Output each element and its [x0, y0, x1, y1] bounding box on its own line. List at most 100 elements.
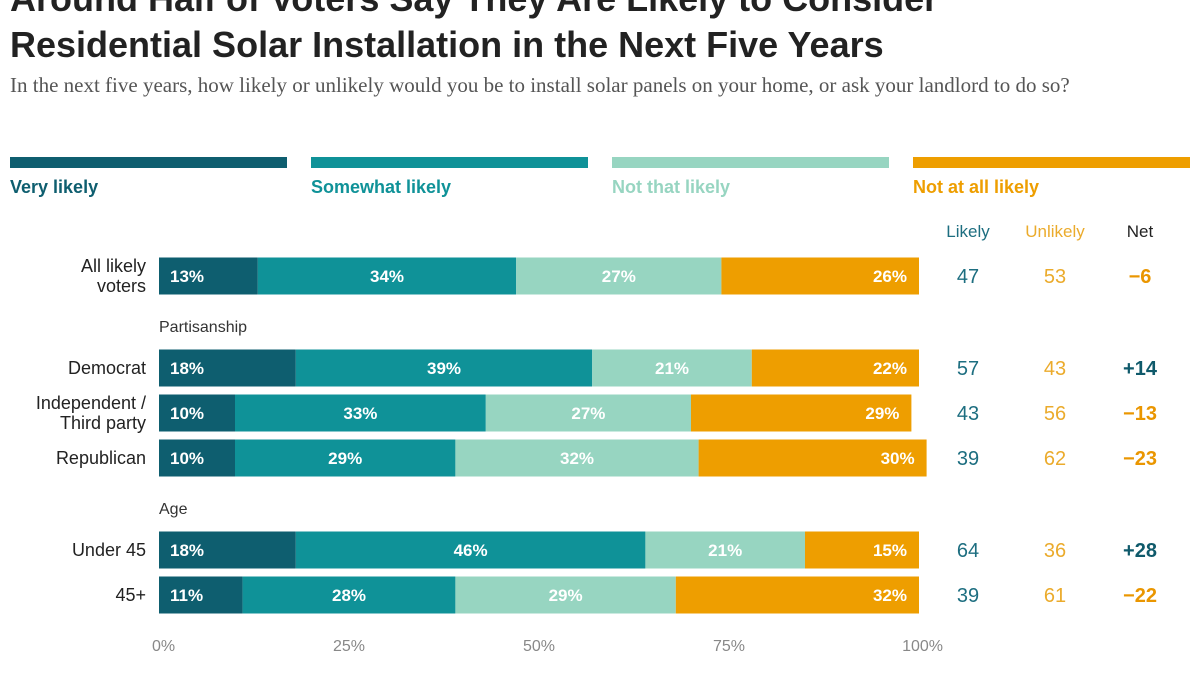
bar-segment-somewhat-likely [257, 257, 517, 295]
bar-segment-very-likely [159, 394, 235, 432]
bar-segment-not-that-likely [455, 576, 676, 614]
legend-label-not-at-all-likely: Not at all likely [913, 177, 1040, 197]
bar-segment-somewhat-likely [295, 531, 646, 569]
row-label: All likely [81, 256, 146, 276]
row-label: Third party [60, 413, 146, 433]
chart-title-line-2: Residential Solar Installation in the Ne… [10, 24, 884, 65]
bar-segment-not-at-all-likely [675, 576, 919, 614]
bar-value-label: 32% [873, 586, 907, 605]
legend-label-somewhat-likely: Somewhat likely [311, 177, 452, 197]
chart-title: Around Half of Voters Say They Are Likel… [10, 0, 1190, 68]
likely-value: 64 [957, 540, 979, 562]
bar-segment-very-likely [159, 349, 296, 387]
row-label: 45+ [115, 585, 146, 605]
bar-segment-very-likely [159, 531, 296, 569]
x-tick-label: 50% [523, 638, 555, 655]
bar-segment-not-at-all-likely [751, 349, 919, 387]
chart-title-line-1: Around Half of Voters Say They Are Likel… [10, 0, 938, 19]
net-value: +14 [1123, 358, 1158, 380]
unlikely-value: 43 [1044, 358, 1066, 380]
bar-value-label: 27% [571, 404, 605, 423]
bar-value-label: 15% [873, 541, 907, 560]
legend-label-very-likely: Very likely [10, 177, 99, 197]
row-label: Under 45 [72, 540, 146, 560]
bar-value-label: 10% [170, 449, 204, 468]
likely-value: 39 [957, 585, 979, 607]
bar-segment-somewhat-likely [235, 394, 486, 432]
likely-value: 43 [957, 403, 979, 425]
row-label: voters [97, 276, 146, 296]
bar-value-label: 39% [427, 359, 461, 378]
bar-segment-very-likely [159, 576, 243, 614]
unlikely-value: 61 [1044, 585, 1066, 607]
group-label: Age [159, 501, 188, 518]
x-tick-label: 25% [333, 638, 365, 655]
bar-segment-somewhat-likely [242, 576, 456, 614]
bar-segment-not-that-likely [592, 349, 752, 387]
bar-value-label: 30% [881, 449, 915, 468]
chart-subtitle: In the next five years, how likely or un… [10, 73, 1070, 97]
bar-value-label: 18% [170, 541, 204, 560]
bar-segment-not-at-all-likely [805, 531, 919, 569]
bar-value-label: 27% [602, 267, 636, 286]
unlikely-value: 62 [1044, 448, 1066, 470]
legend-swatch-very-likely [10, 157, 287, 168]
row-label: Democrat [68, 358, 146, 378]
bar-value-label: 21% [708, 541, 742, 560]
bar-value-label: 46% [454, 541, 488, 560]
row-label: Independent / [36, 393, 146, 413]
net-value: +28 [1123, 540, 1157, 562]
bar-value-label: 21% [655, 359, 689, 378]
bar-segment-very-likely [159, 439, 235, 477]
likely-value: 39 [957, 448, 979, 470]
bar-segment-not-that-likely [645, 531, 805, 569]
x-tick-label: 0% [152, 638, 175, 655]
bar-value-label: 10% [170, 404, 204, 423]
column-header-likely: Likely [946, 222, 990, 241]
bar-segment-not-that-likely [455, 439, 699, 477]
bar-value-label: 29% [328, 449, 362, 468]
net-value: −13 [1123, 403, 1157, 425]
column-header-net: Net [1127, 222, 1154, 241]
column-header-unlikely: Unlikely [1025, 222, 1085, 241]
net-value: −22 [1123, 585, 1157, 607]
bar-value-label: 33% [343, 404, 377, 423]
bar-value-label: 22% [873, 359, 907, 378]
bar-value-label: 26% [873, 267, 907, 286]
legend-item-very-likely: Very likely [10, 157, 287, 198]
row-label: Republican [56, 448, 146, 468]
bar-value-label: 29% [549, 586, 583, 605]
bar-segment-very-likely [159, 257, 258, 295]
bar-value-label: 34% [370, 267, 404, 286]
bar-segment-not-at-all-likely [698, 439, 927, 477]
bar-value-label: 11% [170, 586, 203, 605]
x-tick-label: 100% [902, 638, 943, 655]
legend-swatch-somewhat-likely [311, 157, 588, 168]
bar-value-label: 28% [332, 586, 366, 605]
legend-swatch-not-that-likely [612, 157, 889, 168]
bar-segment-somewhat-likely [235, 439, 456, 477]
unlikely-value: 56 [1044, 403, 1066, 425]
unlikely-value: 36 [1044, 540, 1066, 562]
bar-segment-not-at-all-likely [691, 394, 912, 432]
bar-segment-not-that-likely [516, 257, 722, 295]
bar-value-label: 29% [865, 404, 899, 423]
x-tick-label: 75% [713, 638, 745, 655]
bar-value-label: 32% [560, 449, 594, 468]
bar-value-label: 13% [170, 267, 204, 286]
bar-value-label: 18% [170, 359, 204, 378]
legend-item-somewhat-likely: Somewhat likely [311, 157, 588, 198]
net-value: −23 [1123, 448, 1157, 470]
bar-segment-not-that-likely [485, 394, 691, 432]
likely-value: 57 [957, 358, 979, 380]
net-value: −6 [1129, 266, 1152, 288]
bar-segment-not-at-all-likely [721, 257, 919, 295]
legend-item-not-at-all-likely: Not at all likely [913, 157, 1190, 198]
legend-item-not-that-likely: Not that likely [612, 157, 889, 198]
unlikely-value: 53 [1044, 266, 1066, 288]
legend-swatch-not-at-all-likely [913, 157, 1190, 168]
legend-label-not-that-likely: Not that likely [612, 177, 731, 197]
bar-segment-somewhat-likely [295, 349, 593, 387]
group-label: Partisanship [159, 319, 247, 336]
